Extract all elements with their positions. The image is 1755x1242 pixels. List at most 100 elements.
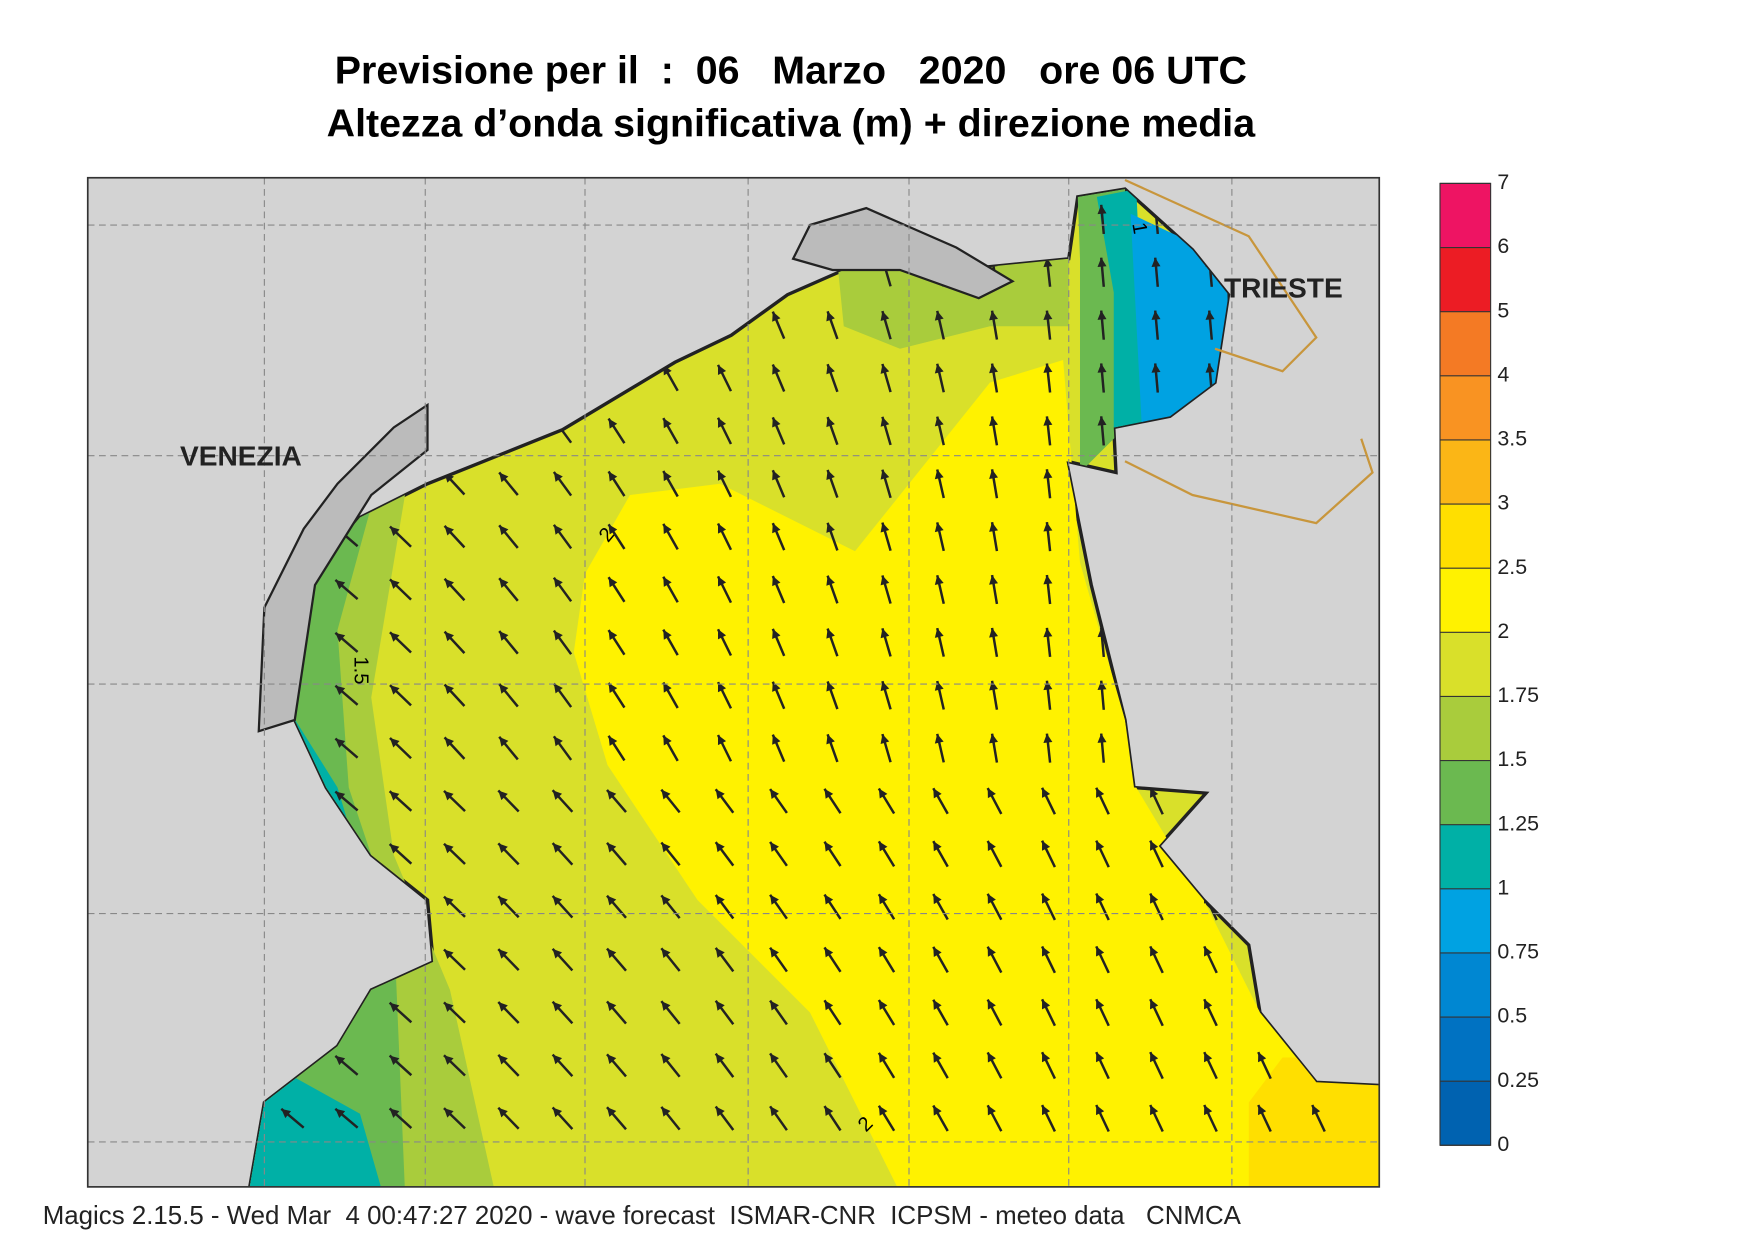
- arrow-head: [608, 735, 618, 746]
- arrow-head: [772, 470, 781, 481]
- arrow-head: [499, 736, 509, 747]
- arrow-head: [499, 472, 509, 483]
- arrow-head: [1258, 1105, 1267, 1116]
- arrow-head: [1043, 310, 1053, 321]
- arrow-head: [1150, 893, 1159, 904]
- title: Previsione per il : 06 Marzo 2020 ore 06…: [335, 49, 1247, 93]
- arrow-head: [824, 1053, 834, 1064]
- arrow-head: [498, 790, 508, 801]
- colorbar-label: 2.5: [1497, 555, 1527, 579]
- zone: [573, 360, 1317, 1187]
- colorbar-band: [1440, 952, 1491, 1017]
- arrow-head: [606, 842, 617, 853]
- arrow-head: [608, 682, 618, 693]
- arrow-head: [661, 948, 671, 959]
- arrow-head: [553, 683, 563, 694]
- arrow-head: [1043, 257, 1053, 268]
- arrow-head: [772, 628, 781, 639]
- arrow-head: [499, 683, 509, 694]
- colorbar-band: [1440, 632, 1491, 697]
- arrow-head: [987, 893, 996, 904]
- arrow-head: [1096, 1105, 1105, 1116]
- colorbar-band: [1440, 1017, 1491, 1082]
- arrow-head: [1041, 787, 1051, 798]
- colorbar-label: 5: [1497, 298, 1509, 322]
- arrow-head: [1204, 946, 1213, 957]
- arrow-head: [880, 734, 890, 744]
- arrow-head: [389, 737, 400, 748]
- arrow-head: [606, 789, 617, 800]
- colorbar-band: [1440, 311, 1491, 376]
- colorbar-label: 1.25: [1497, 811, 1539, 835]
- arrow-head: [933, 946, 942, 957]
- arrow-head: [826, 417, 835, 428]
- arrow-head: [608, 418, 618, 429]
- arrow-head: [878, 1000, 888, 1011]
- arrow-head: [552, 948, 563, 959]
- colorbar-band: [1440, 888, 1491, 953]
- arrow-head: [444, 737, 454, 748]
- colorbar-label: 0.25: [1497, 1068, 1539, 1092]
- arrow-head: [553, 471, 563, 482]
- arrow-head: [717, 576, 727, 587]
- arrow-head: [608, 630, 618, 641]
- arrow-head: [934, 628, 944, 638]
- arrow-head: [772, 576, 781, 587]
- arrow-head: [987, 999, 996, 1010]
- arrow-head: [443, 790, 454, 801]
- arrow-head: [826, 522, 835, 533]
- arrow-head: [661, 1106, 671, 1117]
- arrow-head: [934, 522, 944, 533]
- footer: Magics 2.15.5 - Wed Mar 4 00:47:27 2020 …: [43, 1202, 1242, 1230]
- arrow-head: [335, 791, 346, 801]
- arrow-head: [389, 526, 400, 536]
- arrow-head: [989, 680, 999, 691]
- arrow-head: [933, 841, 942, 852]
- arrow-head: [1096, 946, 1105, 957]
- graticule: [87, 177, 1380, 1187]
- arrow-head: [443, 1055, 454, 1065]
- arrow-head: [934, 575, 944, 586]
- arrow-head: [717, 417, 727, 428]
- arrow-head: [606, 948, 617, 959]
- arrow-head: [987, 788, 996, 799]
- arrow-head: [1096, 1052, 1105, 1063]
- arrow-head: [1097, 363, 1107, 373]
- colorbar-band: [1440, 696, 1491, 761]
- arrow-head: [606, 895, 617, 906]
- colorbar-label: 0.5: [1497, 1004, 1527, 1028]
- arrow-head: [989, 310, 999, 321]
- arrow-head: [824, 1106, 834, 1117]
- arrow-head: [824, 894, 834, 905]
- arrow-head: [772, 364, 781, 375]
- arrow-head: [715, 1000, 725, 1011]
- arrow-head: [443, 896, 454, 907]
- colorbar-band: [1440, 247, 1491, 312]
- arrow-head: [880, 469, 890, 480]
- arrow-head: [715, 895, 725, 905]
- arrow-head: [826, 364, 835, 375]
- arrow-head: [770, 841, 779, 852]
- arrow-head: [987, 1052, 996, 1063]
- arrow-head: [987, 1105, 996, 1116]
- arrow-head: [335, 738, 346, 748]
- arrow-head: [826, 628, 835, 639]
- arrow-head: [663, 576, 672, 587]
- arrow-head: [770, 947, 779, 958]
- arrow-head: [552, 790, 563, 800]
- arrow-head: [1041, 946, 1051, 957]
- arrow-head: [1043, 469, 1053, 479]
- arrow-head: [1041, 1052, 1051, 1063]
- arrow-head: [1043, 416, 1053, 426]
- colorbar-frame: [1439, 182, 1492, 1146]
- arrow-head: [824, 1000, 834, 1011]
- arrow-head: [663, 523, 672, 534]
- arrow-head: [443, 843, 454, 854]
- arrow-head: [1150, 1105, 1159, 1116]
- lagoon: [257, 402, 429, 733]
- arrow-head: [335, 1108, 346, 1119]
- arrow-head: [553, 577, 563, 588]
- arrow-head: [552, 1107, 563, 1118]
- arrow-head: [1150, 946, 1159, 957]
- arrow-head: [933, 1105, 942, 1116]
